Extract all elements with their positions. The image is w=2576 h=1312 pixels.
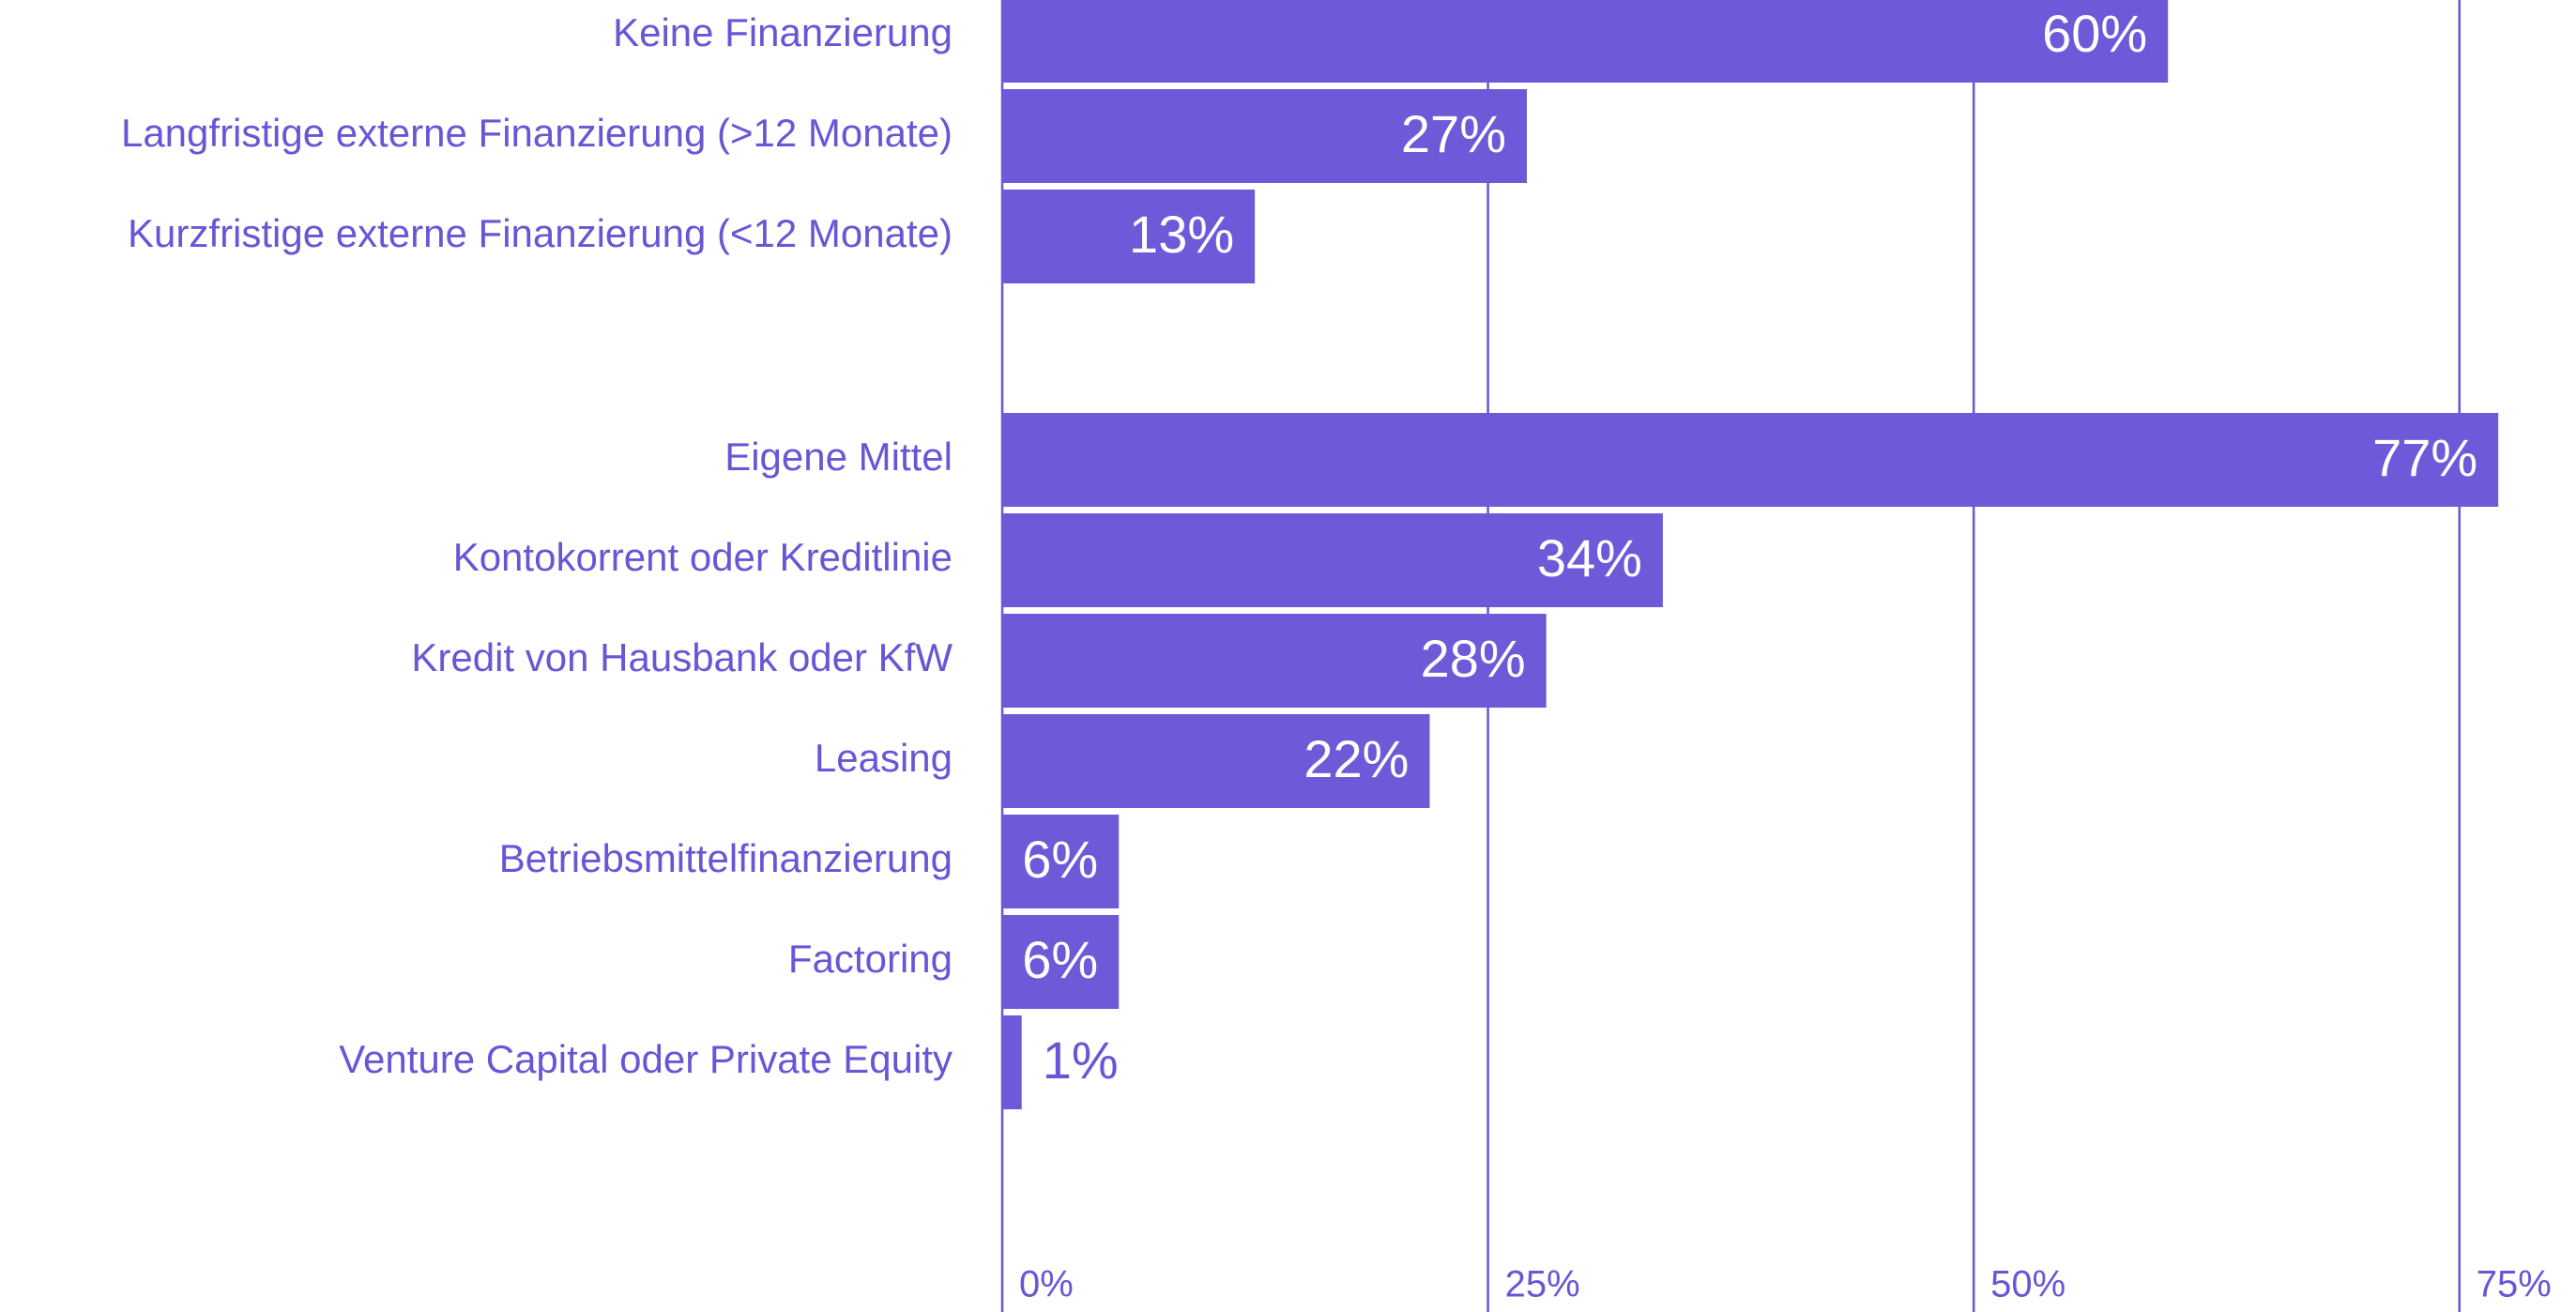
category-label: Betriebsmittelfinanzierung — [499, 836, 953, 880]
x-tick-label: 0% — [1019, 1264, 1074, 1305]
value-label: 34% — [1537, 528, 1642, 587]
value-label: 77% — [2372, 428, 2477, 487]
bar — [1002, 513, 1663, 607]
value-label: 6% — [1022, 830, 1098, 889]
category-label: Leasing — [815, 736, 953, 780]
bar — [1002, 614, 1547, 708]
value-label: 6% — [1022, 930, 1098, 989]
category-label: Keine Finanzierung — [613, 10, 953, 54]
bar — [1002, 714, 1430, 808]
x-tick-label: 25% — [1505, 1264, 1580, 1305]
bar — [1002, 190, 1256, 283]
category-label: Langfristige externe Finanzierung (>12 M… — [121, 111, 953, 155]
x-tick-label: 75% — [2477, 1264, 2552, 1305]
bar — [1002, 1015, 1022, 1109]
bar — [1002, 89, 1527, 183]
bar — [1002, 915, 1120, 1009]
bar — [1002, 815, 1120, 908]
category-label: Kredit von Hausbank oder KfW — [411, 635, 953, 679]
x-tick-label: 50% — [1990, 1264, 2065, 1305]
value-label: 13% — [1129, 205, 1234, 264]
value-label: 27% — [1401, 104, 1506, 163]
value-label: 1% — [1043, 1030, 1119, 1090]
category-label: Factoring — [788, 937, 953, 981]
value-label: 22% — [1303, 729, 1409, 788]
value-label: 60% — [2042, 4, 2147, 63]
bar — [1002, 413, 2499, 507]
category-label: Eigene Mittel — [724, 435, 953, 479]
category-label: Venture Capital oder Private Equity — [339, 1037, 953, 1081]
category-label: Kontokorrent oder Kreditlinie — [453, 535, 953, 579]
bar — [1002, 0, 2169, 83]
category-label: Kurzfristige externe Finanzierung (<12 M… — [128, 211, 953, 255]
value-label: 28% — [1421, 629, 1526, 688]
